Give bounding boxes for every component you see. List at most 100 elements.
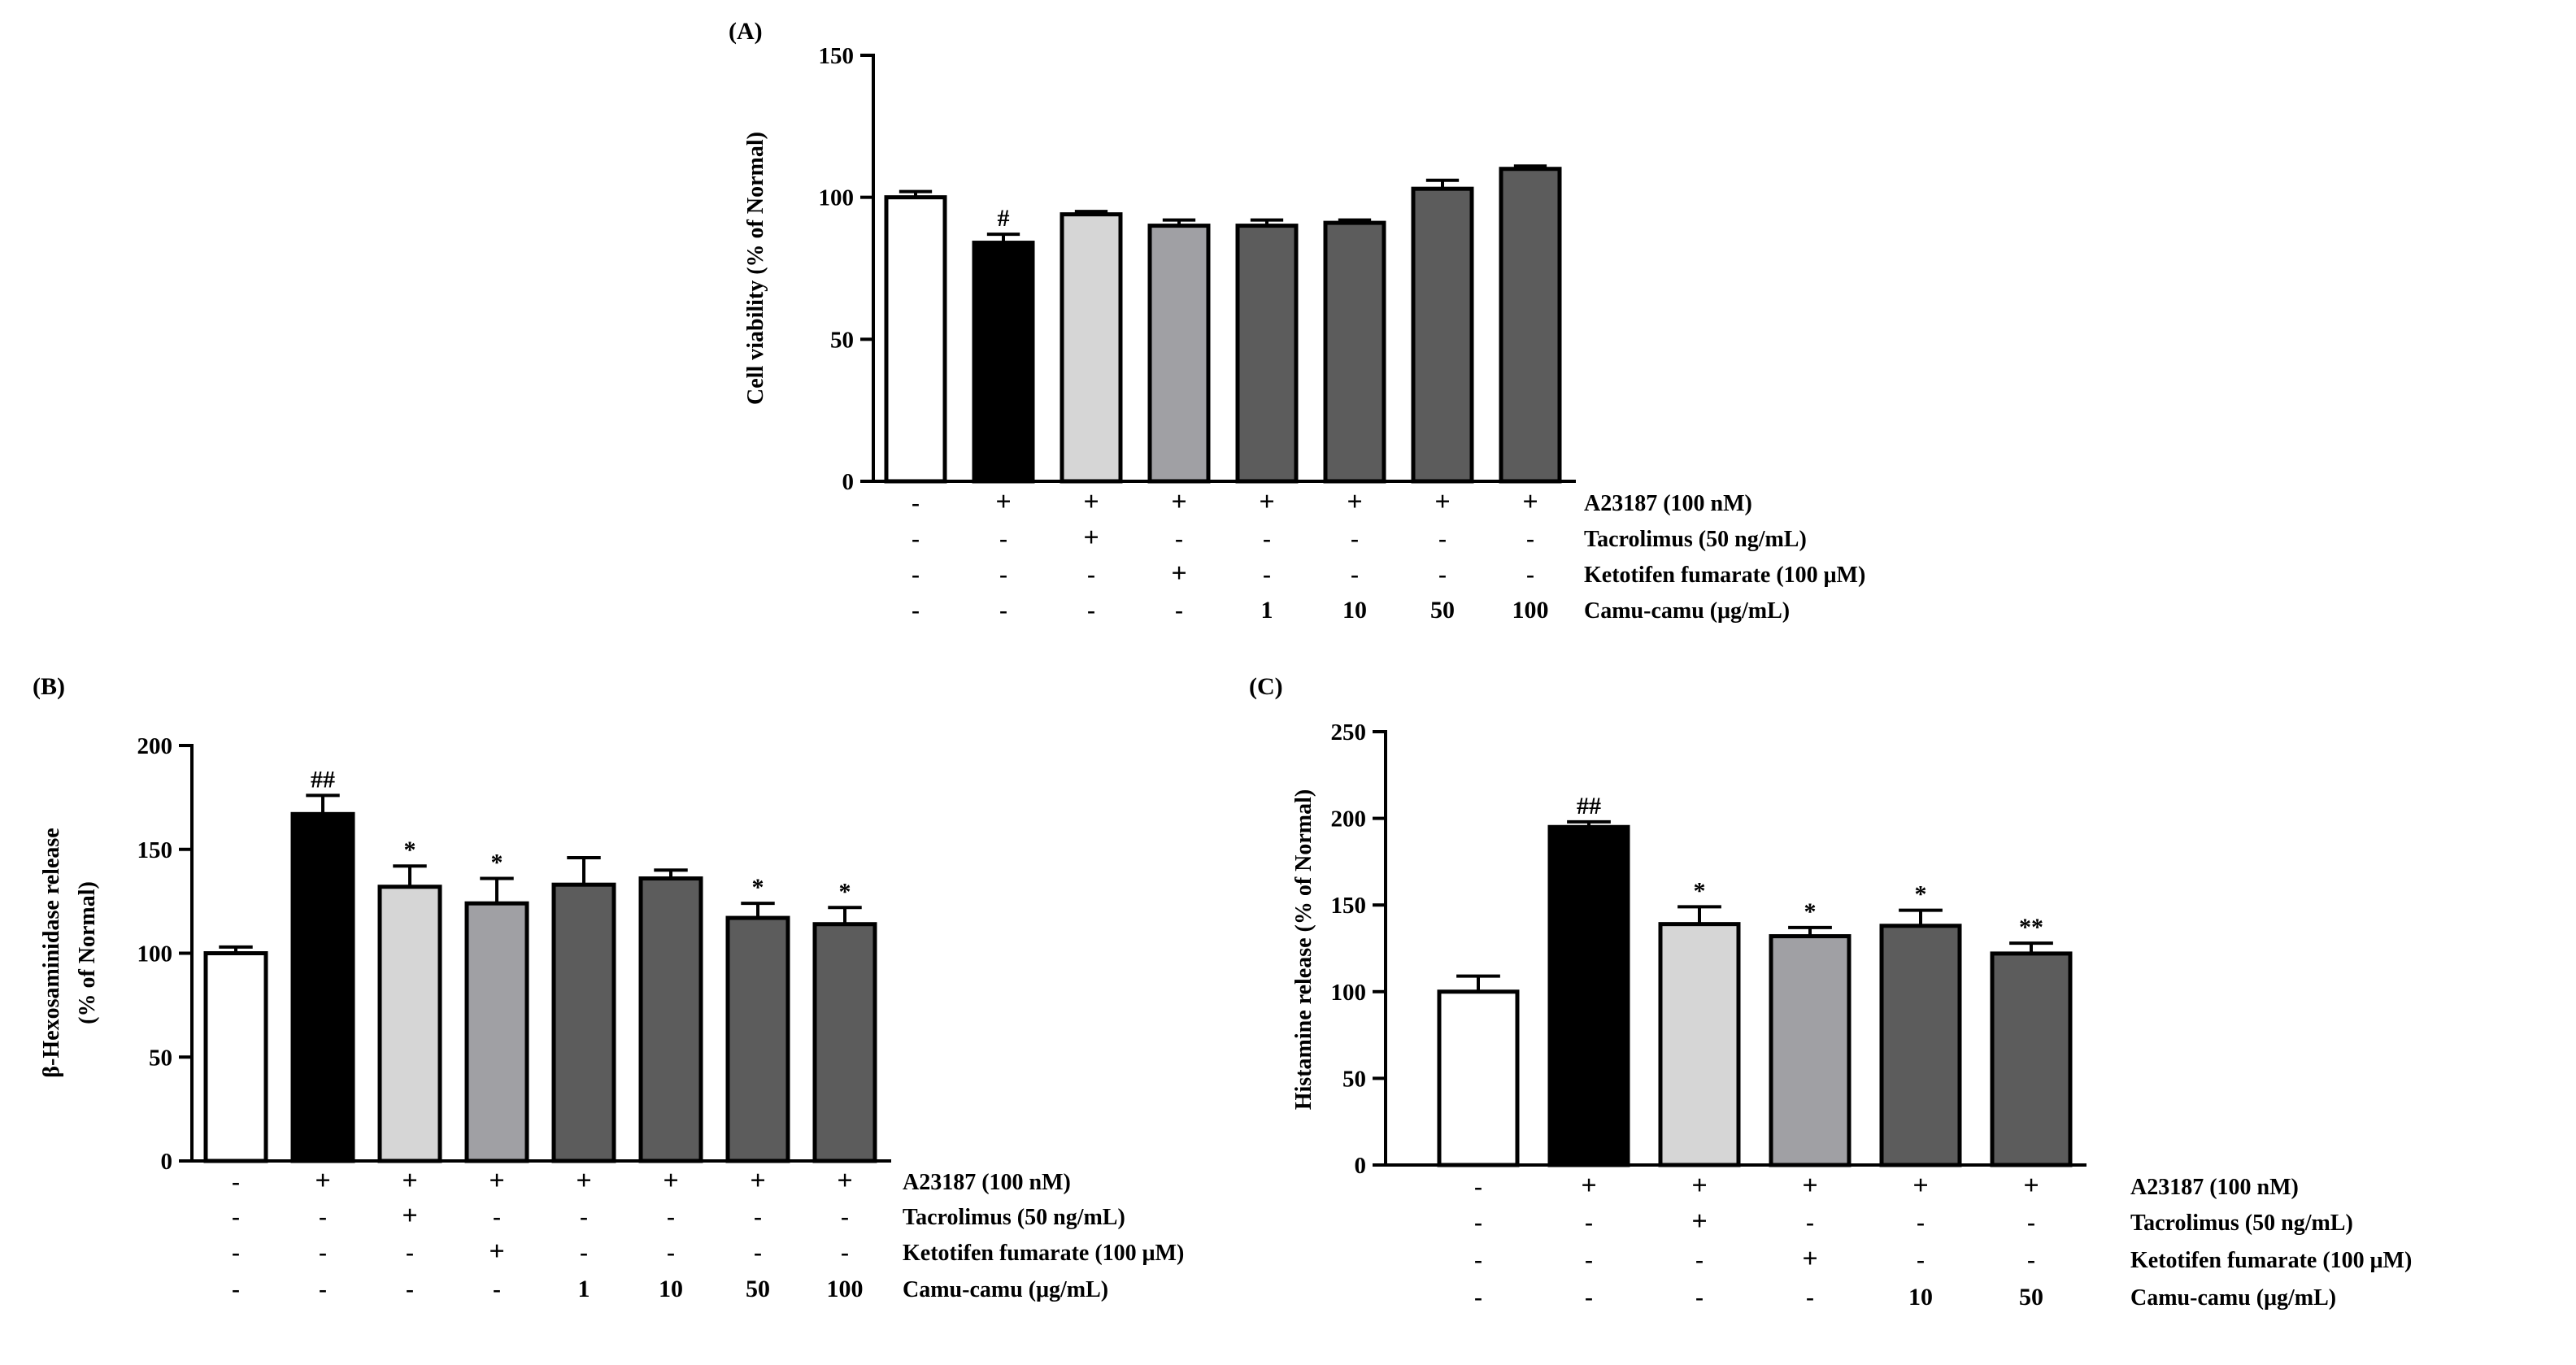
treatment-cell: -	[1175, 597, 1183, 624]
bar-5	[551, 882, 616, 1163]
treatment-row-label: Camu-camu (μg/mL)	[1584, 598, 1790, 624]
treatment-cell: +	[995, 487, 1011, 517]
significance-marker-2: #	[998, 205, 1010, 232]
y-tick-label: 0	[1355, 1153, 1367, 1179]
y-axis-title-line-2: (% of Normal)	[75, 881, 100, 1024]
significance-marker-2: ##	[1577, 793, 1601, 819]
bar-2	[972, 241, 1035, 484]
treatment-cell: -	[580, 1239, 588, 1266]
treatment-cell: +	[2023, 1171, 2039, 1201]
treatment-cell: -	[319, 1239, 327, 1266]
treatment-cell: 50	[746, 1276, 770, 1302]
bar-4	[464, 901, 529, 1163]
significance-marker-8: *	[839, 878, 851, 905]
treatment-cell: +	[663, 1166, 678, 1196]
treatment-cell: 1	[578, 1276, 590, 1302]
y-tick-label: 50	[1342, 1066, 1366, 1092]
treatment-cell: -	[1917, 1209, 1925, 1236]
y-tick-label: 0	[161, 1149, 173, 1175]
treatment-cell: +	[1691, 1206, 1707, 1237]
chart-panel-a: (A)Cell viability (% of Normal)050100150…	[729, 18, 1865, 624]
bar-7	[1411, 186, 1474, 484]
treatment-cell: -	[232, 1168, 240, 1195]
treatment-cell: +	[1581, 1171, 1596, 1201]
treatment-row-label: Tacrolimus (50 ng/mL)	[2130, 1211, 2353, 1236]
treatment-cell: -	[232, 1239, 240, 1266]
panel-label: (A)	[729, 18, 763, 45]
significance-marker-3: *	[404, 837, 416, 863]
treatment-cell: +	[1802, 1244, 1817, 1274]
treatment-cell: -	[667, 1203, 675, 1230]
treatment-cell: 10	[659, 1276, 683, 1302]
bar-7	[725, 915, 790, 1163]
treatment-cell: -	[1351, 525, 1359, 552]
treatment-row-label: Tacrolimus (50 ng/mL)	[1584, 527, 1807, 552]
y-tick-label: 150	[1331, 893, 1367, 919]
treatment-cell: +	[315, 1166, 330, 1196]
y-tick-label: 100	[137, 941, 173, 967]
treatment-cell: -	[1474, 1284, 1482, 1311]
y-tick-label: 250	[1331, 719, 1367, 746]
significance-marker-6: **	[2019, 914, 2043, 941]
treatment-cell: +	[1083, 523, 1099, 553]
treatment-row-label: Tacrolimus (50 ng/mL)	[903, 1205, 1125, 1230]
treatment-cell: -	[1585, 1284, 1593, 1311]
chart-panel-c: (C) Histamine release (% of Normal) 0 50 100…	[1249, 673, 2412, 1311]
treatment-cell: 10	[1908, 1284, 1933, 1311]
treatment-cell: -	[912, 597, 920, 624]
y-axis-title: β-Hexosaminidase release	[39, 828, 64, 1077]
treatment-cell: -	[912, 525, 920, 552]
treatment-cell: -	[1695, 1246, 1704, 1273]
bar-6	[638, 876, 703, 1163]
bar-4	[1147, 224, 1211, 484]
treatment-cell: -	[1474, 1173, 1482, 1200]
treatment-cell: +	[576, 1166, 591, 1196]
treatment-cell: -	[1351, 561, 1359, 588]
treatment-cell: -	[1806, 1284, 1814, 1311]
bar-8	[812, 922, 877, 1163]
treatment-cell: -	[406, 1276, 414, 1302]
treatment-cell: -	[912, 489, 920, 516]
treatment-cell: +	[1171, 559, 1186, 589]
bar-2	[290, 811, 355, 1163]
bar-2	[1547, 824, 1630, 1167]
treatment-cell: -	[319, 1276, 327, 1302]
y-axis-title: Cell viability (% of Normal)	[743, 132, 768, 405]
treatment-cell: +	[1434, 487, 1450, 517]
bar-6	[1323, 220, 1386, 484]
bar-1	[884, 195, 947, 484]
treatment-cell: -	[1695, 1284, 1704, 1311]
bar-5	[1879, 924, 1962, 1167]
bar-5	[1235, 224, 1299, 484]
treatment-cell: +	[1171, 487, 1186, 517]
treatment-cell: -	[1438, 561, 1447, 588]
treatment-cell: +	[1912, 1171, 1928, 1201]
treatment-cell: -	[1526, 561, 1534, 588]
treatment-cell: 50	[1430, 597, 1455, 624]
treatment-cell: 100	[827, 1276, 864, 1302]
treatment-cell: -	[406, 1239, 414, 1266]
treatment-row-label: Camu-camu (μg/mL)	[903, 1277, 1108, 1302]
treatment-cell: +	[1347, 487, 1362, 517]
treatment-cell: -	[1263, 561, 1271, 588]
y-axis-title: Histamine release (% of Normal)	[1291, 789, 1316, 1111]
treatment-cell: -	[232, 1203, 240, 1230]
treatment-cell: -	[999, 561, 1007, 588]
bar-3	[1060, 212, 1123, 484]
treatment-cell: -	[580, 1203, 588, 1230]
panel-label: (B)	[33, 673, 65, 700]
treatment-cell: -	[2027, 1209, 2035, 1236]
chart-panel-b: (B) β-Hexosaminidase release (% of Normal)…	[33, 673, 1184, 1302]
significance-marker-4: *	[1804, 898, 1817, 925]
bar-6	[1990, 951, 2073, 1167]
bar-3	[377, 885, 442, 1163]
significance-marker-4: *	[491, 850, 503, 876]
treatment-row-label: Ketotifen fumarate (100 μM)	[1584, 563, 1865, 588]
treatment-cell: -	[1526, 525, 1534, 552]
treatment-cell: +	[837, 1166, 852, 1196]
significance-marker-7: *	[752, 874, 764, 901]
treatment-cell: -	[1263, 525, 1271, 552]
y-tick-label: 100	[1331, 980, 1367, 1006]
treatment-cell: 10	[1342, 597, 1367, 624]
